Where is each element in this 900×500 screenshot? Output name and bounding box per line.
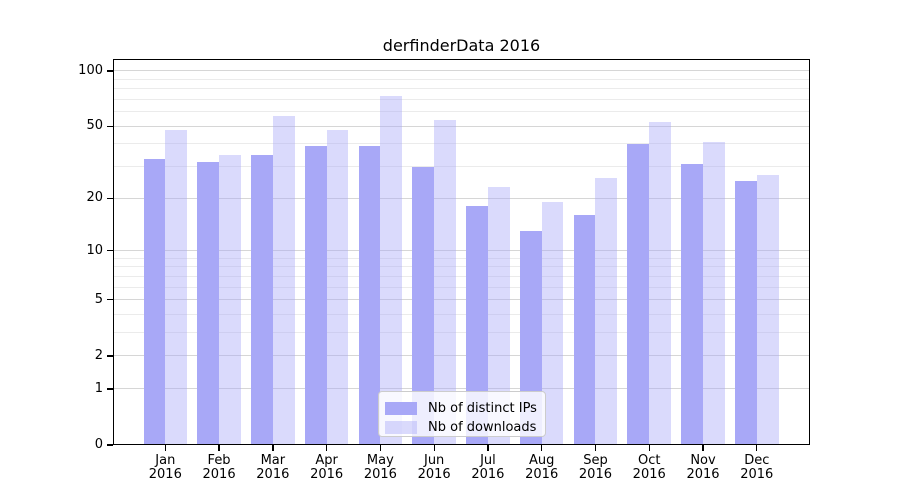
legend: Nb of distinct IPs Nb of downloads <box>378 391 546 437</box>
bar-distinct-ips <box>734 180 757 444</box>
minor-gridline <box>114 332 809 334</box>
minor-gridline <box>114 314 809 316</box>
bar-distinct-ips <box>251 154 273 444</box>
bar-downloads <box>703 142 725 444</box>
bar-downloads <box>487 187 510 444</box>
minor-gridline <box>114 286 809 288</box>
x-axis-tick <box>541 445 543 451</box>
x-axis-tick-label: Apr 2016 <box>310 453 344 482</box>
minor-gridline <box>114 166 809 168</box>
y-axis-tick-label: 10 <box>86 242 103 258</box>
x-axis-tick-label: Mar 2016 <box>256 453 290 482</box>
legend-label: Nb of downloads <box>428 420 537 435</box>
major-gridline <box>114 125 809 127</box>
x-axis-tick-label: Oct 2016 <box>632 453 666 482</box>
y-axis-tick <box>107 250 113 252</box>
minor-gridline <box>114 111 809 113</box>
y-axis-tick-label: 5 <box>94 291 103 307</box>
major-gridline <box>114 355 809 357</box>
y-axis-tick-label: 100 <box>78 62 103 78</box>
bar-downloads <box>595 177 618 444</box>
x-axis-tick-label: May 2016 <box>363 453 397 482</box>
minor-gridline <box>114 266 809 268</box>
x-axis-tick <box>648 445 650 451</box>
y-axis-tick-label: 20 <box>86 190 103 206</box>
major-gridline <box>114 197 809 199</box>
legend-item: Nb of downloads <box>385 418 537 437</box>
x-axis-tick <box>379 445 382 451</box>
legend-label: Nb of distinct IPs <box>428 401 537 416</box>
bar-downloads <box>434 120 456 444</box>
x-axis-tick <box>326 445 328 451</box>
legend-swatch-distinct-ips <box>385 402 417 415</box>
bar-downloads <box>380 96 403 444</box>
y-axis-tick-label: 0 <box>94 437 103 452</box>
major-gridline <box>114 250 809 252</box>
x-axis-tick <box>487 445 489 451</box>
bar-distinct-ips <box>519 231 542 444</box>
minor-gridline <box>114 275 809 277</box>
x-axis-tick-label: Aug 2016 <box>525 453 559 482</box>
x-axis-tick-label: Nov 2016 <box>686 453 720 482</box>
minor-gridline <box>114 78 809 80</box>
bar-downloads <box>756 174 779 444</box>
y-axis-tick <box>107 388 113 390</box>
bar-distinct-ips <box>358 145 381 444</box>
bar-downloads <box>541 202 564 444</box>
y-axis-tick <box>107 299 113 301</box>
y-axis-tick <box>107 444 113 446</box>
minor-gridline <box>114 88 809 90</box>
major-gridline <box>114 70 809 72</box>
bar-distinct-ips <box>681 164 703 444</box>
x-axis-tick <box>702 445 704 451</box>
y-axis-tick-label: 1 <box>94 380 103 396</box>
major-gridline <box>114 299 809 301</box>
x-axis-tick <box>272 445 274 451</box>
chart-title: derfinderData 2016 <box>382 36 541 55</box>
bar-downloads <box>219 154 241 444</box>
x-axis-tick <box>433 445 435 451</box>
minor-gridline <box>114 257 809 259</box>
bar-downloads <box>272 115 295 444</box>
bar-downloads <box>165 129 188 444</box>
x-axis-tick-label: Feb 2016 <box>202 453 236 482</box>
y-axis-tick <box>107 125 113 127</box>
y-axis-tick <box>107 197 113 199</box>
x-axis-tick <box>594 445 597 451</box>
y-axis-tick <box>107 70 113 72</box>
y-axis-tick-label: 50 <box>86 118 103 134</box>
y-axis-tick-label: 2 <box>94 347 103 363</box>
minor-gridline <box>114 98 809 100</box>
x-axis-tick-label: Dec 2016 <box>740 453 774 482</box>
x-axis-tick <box>218 445 220 451</box>
bar-distinct-ips <box>412 166 435 444</box>
bar-distinct-ips <box>627 143 650 444</box>
legend-swatch-downloads <box>385 421 417 434</box>
legend-item: Nb of distinct IPs <box>385 399 537 418</box>
x-axis-tick-label: Jun 2016 <box>417 453 451 482</box>
x-axis-tick-label: Jan 2016 <box>148 453 182 482</box>
y-axis-tick <box>107 355 113 357</box>
bar-downloads <box>326 129 349 444</box>
x-axis-tick <box>756 445 758 451</box>
bar-downloads <box>649 121 672 444</box>
bar-distinct-ips <box>197 161 220 444</box>
major-gridline <box>114 388 809 390</box>
x-axis-tick-label: Sep 2016 <box>578 453 612 482</box>
x-axis-tick <box>164 445 166 451</box>
bar-distinct-ips <box>304 145 327 444</box>
bar-distinct-ips <box>573 215 596 444</box>
bar-distinct-ips <box>143 159 166 444</box>
x-axis-tick-label: Jul 2016 <box>471 453 505 482</box>
minor-gridline <box>114 143 809 145</box>
bar-distinct-ips <box>466 206 488 444</box>
